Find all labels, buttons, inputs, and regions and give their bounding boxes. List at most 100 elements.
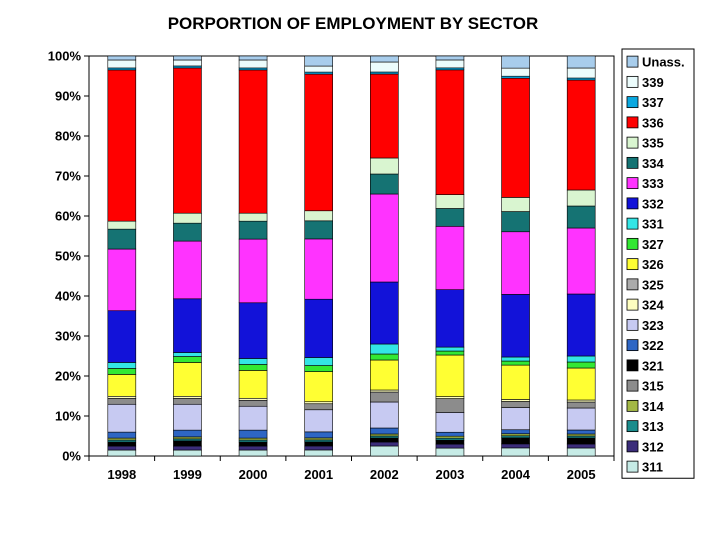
bar-segment-321-2000 <box>238 441 268 447</box>
legend-label: 323 <box>642 318 664 333</box>
bar-segment-unass-2003 <box>435 55 465 61</box>
bar-segment-331-1999 <box>173 352 202 357</box>
y-tick-label: 20% <box>55 369 81 384</box>
bar-segment-312-2002 <box>370 441 399 447</box>
bar-segment-321-2003 <box>435 439 465 445</box>
x-tick-label: 2001 <box>304 467 333 482</box>
bar-segment-336-2001 <box>304 73 333 212</box>
bar-segment-322-2001 <box>304 431 333 439</box>
bar-segment-311-2000 <box>238 449 268 457</box>
bar-segment-312-1999 <box>173 445 202 451</box>
bar-segment-unass-2002 <box>370 55 399 63</box>
bar-segment-326-1999 <box>173 362 202 397</box>
bar-segment-334-2005 <box>566 205 596 229</box>
bar-segment-323-2004 <box>501 407 530 431</box>
legend-swatch <box>626 318 639 331</box>
bar-segment-324-2004 <box>501 399 530 402</box>
bar-segment-339-1999 <box>173 59 202 67</box>
bar-segment-339-2001 <box>304 65 333 73</box>
bar-segment-333-2004 <box>501 231 530 295</box>
bar-segment-326-2000 <box>238 370 268 399</box>
bar-segment-327-2005 <box>566 361 596 369</box>
bar-segment-327-2002 <box>370 353 399 361</box>
legend-swatch <box>626 420 639 433</box>
legend-label: 332 <box>642 196 664 211</box>
bar-segment-326-2004 <box>501 364 530 400</box>
bar-segment-331-1998 <box>107 362 137 369</box>
bar-segment-332-1999 <box>173 298 202 353</box>
bar-segment-331-2000 <box>238 358 268 365</box>
legend-swatch <box>626 460 639 473</box>
bar-segment-336-2002 <box>370 73 399 159</box>
x-axis: 1998 1999 2000 2001 2002 2003 2004 2005 <box>88 456 615 482</box>
bar-segment-315-2002 <box>370 391 399 403</box>
bar-segment-313-2004 <box>501 435 530 439</box>
legend-swatch <box>626 75 639 88</box>
bar-segment-323-2002 <box>370 401 399 429</box>
legend-swatch <box>626 177 639 190</box>
bar-segment-324-2001 <box>304 401 333 405</box>
bar-segment-315-2005 <box>566 401 596 409</box>
legend-label: 314 <box>642 399 664 414</box>
bar-segment-327-2003 <box>435 350 465 356</box>
legend-label: 324 <box>642 298 664 313</box>
legend-swatch <box>626 278 639 291</box>
legend-label: 315 <box>642 379 664 394</box>
bar-segment-321-2005 <box>566 437 596 445</box>
plot-area <box>88 55 615 457</box>
bar-segment-323-2001 <box>304 409 333 433</box>
bar-segment-322-1998 <box>107 431 137 439</box>
bar-segment-323-2003 <box>435 412 465 433</box>
bar-segment-311-2001 <box>304 449 333 457</box>
y-tick-label: 30% <box>55 329 81 344</box>
bar-segment-323-1998 <box>107 403 137 433</box>
legend-swatch <box>626 359 639 372</box>
bar-segment-321-2001 <box>304 441 333 447</box>
bar-segment-322-2002 <box>370 427 399 435</box>
legend-label: 333 <box>642 176 664 191</box>
legend-swatch <box>626 55 639 68</box>
bar-segment-336-2005 <box>566 79 596 191</box>
legend-label: 312 <box>642 439 664 454</box>
y-tick-label: 0% <box>62 449 81 464</box>
bar-segment-321-2002 <box>370 437 399 443</box>
bar-segment-327-1998 <box>107 368 137 375</box>
bar-segment-322-2004 <box>501 429 530 435</box>
bar-segment-333-2000 <box>238 238 268 304</box>
plot-frame <box>88 55 615 457</box>
legend-swatch <box>626 237 639 250</box>
legend-label: 322 <box>642 338 664 353</box>
bar-segment-337-2004 <box>501 75 530 79</box>
bar-segment-334-2002 <box>370 173 399 195</box>
legend-swatch <box>626 258 639 271</box>
x-tick-label: 1998 <box>107 467 136 482</box>
legend-label: 339 <box>642 75 664 90</box>
legend-label: Unass. <box>642 55 685 70</box>
bar-segment-334-2004 <box>501 211 530 233</box>
bar-segment-339-2002 <box>370 61 399 73</box>
bar-segment-326-2001 <box>304 371 333 403</box>
bar-segment-332-2002 <box>370 281 399 345</box>
bar-segment-335-2004 <box>501 197 530 212</box>
bar-segment-315-2001 <box>304 403 333 411</box>
bar-segment-326-1998 <box>107 374 137 397</box>
y-tick-label: 10% <box>55 409 81 424</box>
bars <box>107 55 596 457</box>
legend-label: 325 <box>642 277 664 292</box>
bar-segment-321-1998 <box>107 441 137 447</box>
bar-segment-334-2000 <box>238 220 268 240</box>
x-tick-label: 2005 <box>567 467 596 482</box>
legend-swatch <box>626 116 639 129</box>
bar-segment-327-2000 <box>238 364 268 371</box>
bar-segment-322-2003 <box>435 431 465 437</box>
bar-segment-311-1998 <box>107 449 137 457</box>
bar-segment-321-1999 <box>173 440 202 447</box>
bar-segment-337-2002 <box>370 71 399 75</box>
bar-segment-312-2004 <box>501 443 530 449</box>
x-tick-label: 2004 <box>501 467 531 482</box>
bar-segment-332-2004 <box>501 294 530 358</box>
bar-segment-326-2005 <box>566 367 596 401</box>
legend-swatch <box>626 298 639 311</box>
bar-segment-315-2000 <box>238 399 268 407</box>
x-tick-label: 2000 <box>239 467 268 482</box>
